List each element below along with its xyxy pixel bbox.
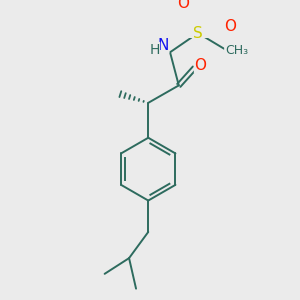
Text: O: O <box>195 58 207 73</box>
Text: S: S <box>193 26 203 40</box>
Text: CH₃: CH₃ <box>225 44 248 57</box>
Text: N: N <box>158 38 169 53</box>
Text: O: O <box>224 20 236 34</box>
Text: O: O <box>177 0 189 11</box>
Text: H: H <box>149 43 160 57</box>
